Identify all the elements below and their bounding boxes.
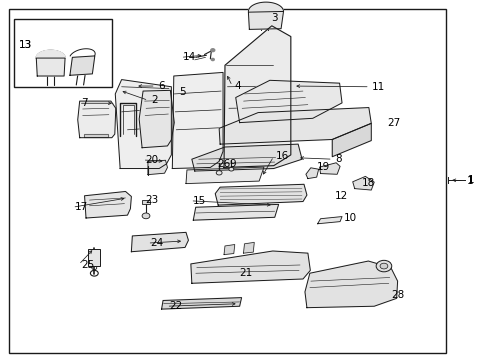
Text: 14: 14 <box>183 52 196 62</box>
Polygon shape <box>78 101 116 138</box>
Text: 1: 1 <box>467 175 473 185</box>
Text: 1: 1 <box>466 176 472 186</box>
Polygon shape <box>317 217 341 224</box>
Text: 22: 22 <box>168 301 182 311</box>
Text: 7: 7 <box>81 98 87 108</box>
Bar <box>14 19 112 87</box>
Polygon shape <box>248 12 283 30</box>
Text: 17: 17 <box>75 202 88 212</box>
Polygon shape <box>36 58 65 76</box>
Text: 3: 3 <box>270 13 277 23</box>
Text: 9: 9 <box>229 158 236 168</box>
Polygon shape <box>243 242 254 253</box>
Polygon shape <box>190 251 310 283</box>
Polygon shape <box>319 163 339 174</box>
Polygon shape <box>352 176 373 190</box>
Text: 21: 21 <box>239 267 252 278</box>
Polygon shape <box>224 244 234 255</box>
Polygon shape <box>161 298 241 309</box>
Text: 18: 18 <box>361 178 374 188</box>
Polygon shape <box>235 80 341 123</box>
Polygon shape <box>131 232 188 252</box>
Text: 26: 26 <box>217 158 230 168</box>
Text: 6: 6 <box>158 81 164 91</box>
Text: 23: 23 <box>145 195 158 205</box>
Polygon shape <box>70 56 95 75</box>
Circle shape <box>375 260 391 272</box>
Polygon shape <box>219 108 370 144</box>
Polygon shape <box>148 160 167 175</box>
Polygon shape <box>191 144 302 171</box>
Text: 27: 27 <box>386 118 399 128</box>
Bar <box>9 9 445 353</box>
Polygon shape <box>172 72 223 168</box>
Text: 11: 11 <box>371 82 385 92</box>
Bar <box>142 200 150 204</box>
Text: 28: 28 <box>390 290 403 300</box>
Polygon shape <box>185 167 264 184</box>
Polygon shape <box>83 134 108 137</box>
Text: 13: 13 <box>19 40 32 50</box>
Circle shape <box>210 49 214 51</box>
Circle shape <box>379 263 387 269</box>
Circle shape <box>228 167 233 171</box>
Text: 12: 12 <box>334 191 348 201</box>
Bar <box>88 249 100 266</box>
Text: 20: 20 <box>145 155 158 165</box>
Text: 16: 16 <box>276 151 289 161</box>
Text: 13: 13 <box>19 40 32 50</box>
Text: 2: 2 <box>151 95 157 105</box>
Polygon shape <box>215 184 306 205</box>
Polygon shape <box>224 26 290 167</box>
Text: 25: 25 <box>81 260 94 270</box>
Text: 24: 24 <box>150 238 163 248</box>
Polygon shape <box>115 80 171 168</box>
Polygon shape <box>193 204 278 220</box>
Circle shape <box>142 213 150 219</box>
Polygon shape <box>36 50 65 58</box>
Text: 8: 8 <box>334 154 341 164</box>
Circle shape <box>216 171 222 175</box>
Text: 15: 15 <box>192 196 205 206</box>
Circle shape <box>211 58 214 60</box>
Polygon shape <box>331 123 370 157</box>
Polygon shape <box>84 192 131 218</box>
Polygon shape <box>305 261 397 308</box>
Polygon shape <box>139 90 174 148</box>
Polygon shape <box>305 168 318 179</box>
Polygon shape <box>248 2 283 12</box>
Text: 5: 5 <box>179 87 185 98</box>
Text: 4: 4 <box>234 81 241 91</box>
Text: 10: 10 <box>343 213 356 223</box>
Text: 19: 19 <box>316 162 329 172</box>
